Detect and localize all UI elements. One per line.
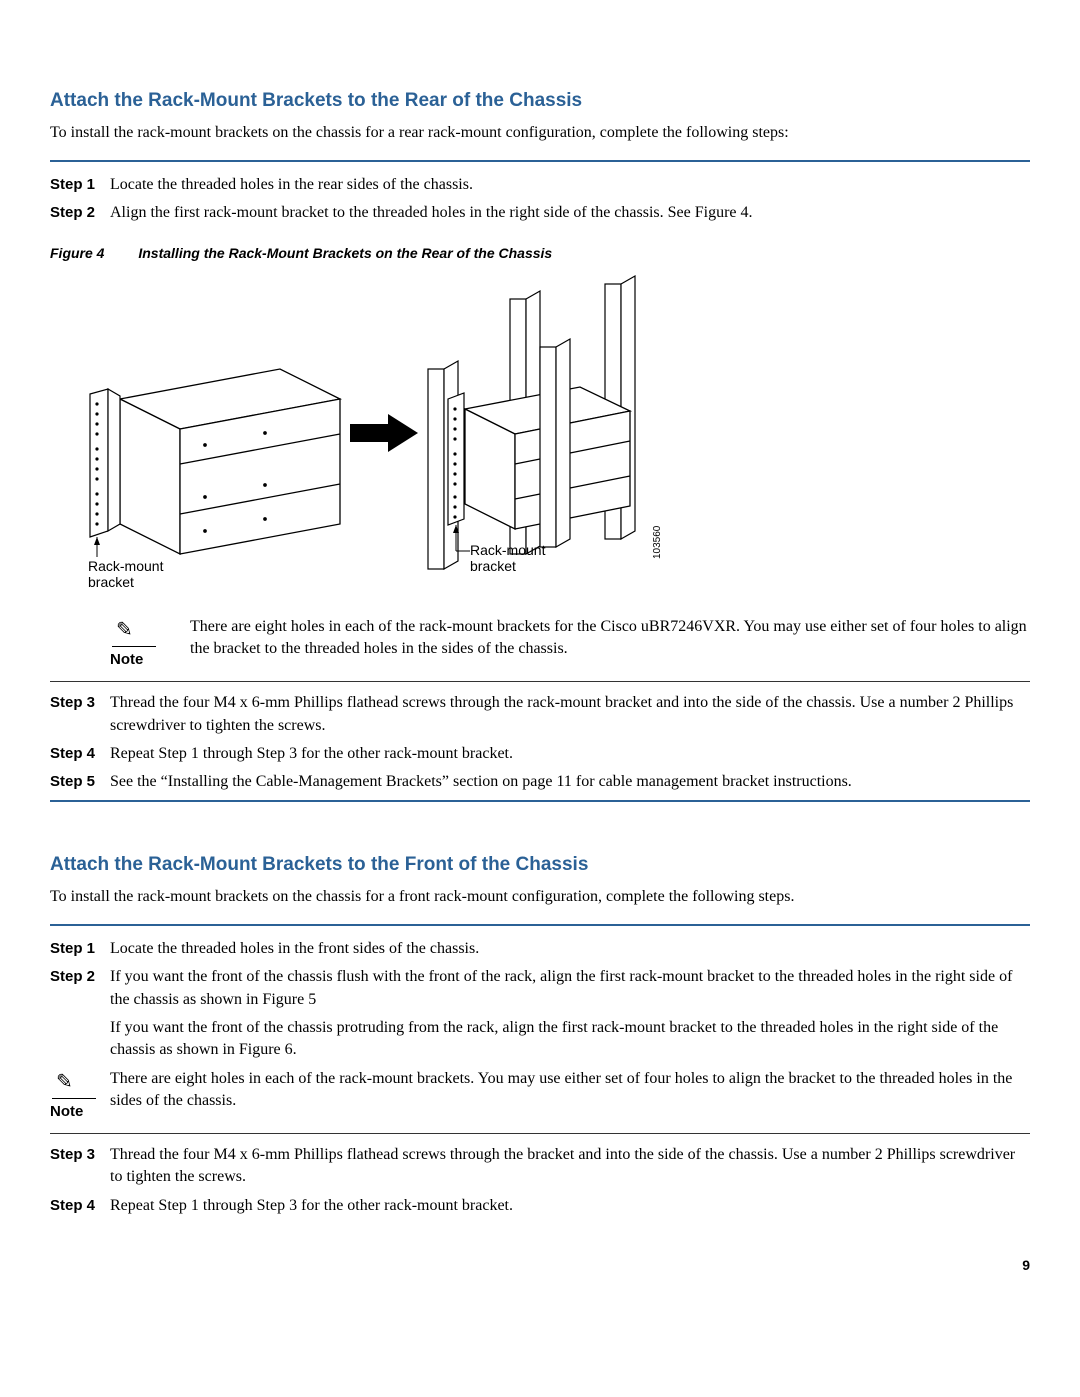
- step-label: Step 1: [50, 938, 110, 959]
- step-row-continuation: If you want the front of the chassis pro…: [50, 1017, 1030, 1062]
- step-row: Step 3 Thread the four M4 x 6-mm Phillip…: [50, 1144, 1030, 1189]
- section2-intro: To install the rack-mount brackets on th…: [50, 888, 1030, 906]
- section1-intro: To install the rack-mount brackets on th…: [50, 124, 1030, 142]
- step-text: Thread the four M4 x 6-mm Phillips flath…: [110, 692, 1030, 737]
- step-text: If you want the front of the chassis pro…: [110, 1017, 1030, 1062]
- page-number: 9: [50, 1257, 1030, 1273]
- step-text: Repeat Step 1 through Step 3 for the oth…: [110, 1195, 1030, 1217]
- section1-heading: Attach the Rack-Mount Brackets to the Re…: [50, 90, 1030, 112]
- figure-4-diagram: Rack-mount bracket Rack: [50, 269, 1030, 604]
- step-label: Step 3: [50, 1144, 110, 1165]
- divider-thin: [50, 681, 1030, 682]
- step-text: Align the first rack-mount bracket to th…: [110, 202, 1030, 224]
- figure-title: Installing the Rack-Mount Brackets on th…: [138, 245, 552, 261]
- step-label: Step 3: [50, 692, 110, 713]
- figure-number: Figure 4: [50, 245, 104, 261]
- note-label: Note: [110, 651, 143, 668]
- figure-caption: Figure 4 Installing the Rack-Mount Brack…: [50, 245, 1030, 261]
- figure-label-left2: bracket: [88, 574, 134, 590]
- step-text: See the “Installing the Cable-Management…: [110, 771, 1030, 793]
- step-row: Step 2 Align the first rack-mount bracke…: [50, 202, 1030, 224]
- figure-id: 103560: [652, 525, 663, 559]
- step-row: Step 1 Locate the threaded holes in the …: [50, 938, 1030, 960]
- step-text: Locate the threaded holes in the rear si…: [110, 174, 1030, 196]
- pencil-icon: ✎: [116, 616, 190, 644]
- step-label: Step 1: [50, 174, 110, 195]
- pencil-icon: ✎: [56, 1068, 110, 1096]
- step-label: Step 4: [50, 1195, 110, 1216]
- step-label: Step 4: [50, 743, 110, 764]
- divider: [50, 800, 1030, 802]
- note-text: There are eight holes in each of the rac…: [190, 616, 1030, 661]
- note-underline: [52, 1098, 96, 1099]
- step-row: Step 5 See the “Installing the Cable-Man…: [50, 771, 1030, 793]
- divider: [50, 160, 1030, 162]
- note-label: Note: [50, 1103, 83, 1120]
- section2-heading: Attach the Rack-Mount Brackets to the Fr…: [50, 854, 1030, 876]
- step-row: Step 3 Thread the four M4 x 6-mm Phillip…: [50, 692, 1030, 737]
- step-text: If you want the front of the chassis flu…: [110, 966, 1030, 1011]
- divider: [50, 924, 1030, 926]
- step-row: Step 1 Locate the threaded holes in the …: [50, 174, 1030, 196]
- step-text: Thread the four M4 x 6-mm Phillips flath…: [110, 1144, 1030, 1189]
- step-row: Step 2 If you want the front of the chas…: [50, 966, 1030, 1011]
- step-row: Step 4 Repeat Step 1 through Step 3 for …: [50, 743, 1030, 765]
- note-row: ✎ Note There are eight holes in each of …: [50, 1068, 1030, 1123]
- step-label: Step 5: [50, 771, 110, 792]
- divider-thin: [50, 1133, 1030, 1134]
- step-text: Locate the threaded holes in the front s…: [110, 938, 1030, 960]
- figure-label-right2: bracket: [470, 558, 516, 574]
- step-text: Repeat Step 1 through Step 3 for the oth…: [110, 743, 1030, 765]
- step-label: Step 2: [50, 202, 110, 223]
- step-row: Step 4 Repeat Step 1 through Step 3 for …: [50, 1195, 1030, 1217]
- figure-label-left: Rack-mount: [88, 558, 164, 574]
- note-text: There are eight holes in each of the rac…: [110, 1068, 1030, 1113]
- figure-label-right: Rack-mount: [470, 542, 546, 558]
- note-row: ✎ Note There are eight holes in each of …: [110, 616, 1030, 671]
- step-label: Step 2: [50, 966, 110, 987]
- note-underline: [112, 646, 156, 647]
